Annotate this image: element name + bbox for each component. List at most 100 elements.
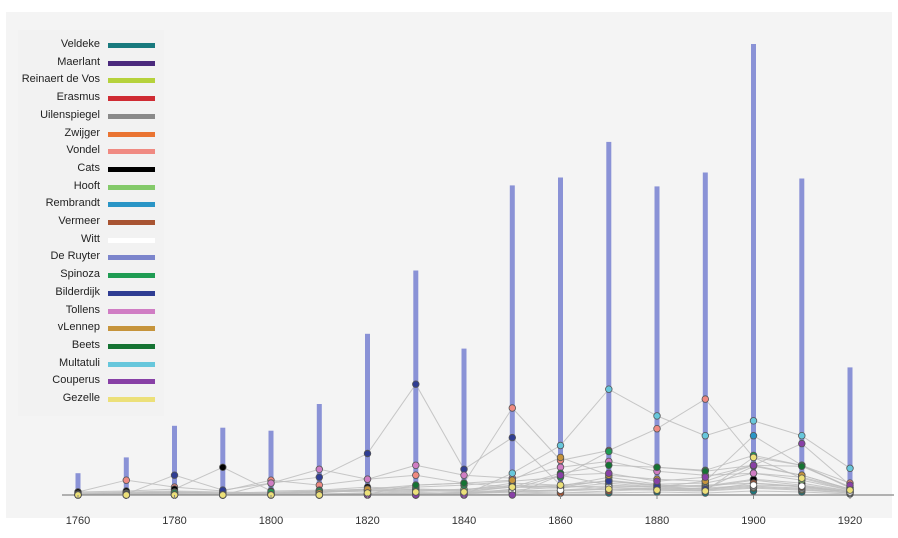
legend-label: Witt [81,232,100,245]
point-multatuli-1880 [653,412,661,420]
legend-item: Tollens [18,303,164,320]
legend-label: Spinoza [60,268,100,281]
legend-label: Bilderdijk [55,285,100,298]
legend-item: Hooft [18,179,164,196]
point-gezelle-1900 [749,453,758,462]
bar-1900 [751,44,756,495]
point-couperus-1900 [749,461,758,469]
legend-item: Witt [18,232,164,249]
point-beets-1830 [412,481,420,489]
legend-swatch [108,202,155,208]
legend-label: Tollens [65,303,100,316]
legend-label: vLennep [57,321,100,334]
point-bilderdijk-1820 [363,449,372,458]
point-multatuli-1850 [508,469,516,477]
point-vondel-1850 [508,404,516,412]
point-cats-1790 [219,463,227,471]
point-couperus-1850 [508,491,516,499]
point-tollens-1820 [363,475,372,483]
bar-1840 [461,348,467,495]
legend-item: Uilenspiegel [18,108,164,125]
series-points [74,380,854,499]
point-bilderdijk-1810 [315,473,323,481]
point-bilderdijk-1780 [170,471,179,479]
point-gezelle-1850 [508,483,516,491]
legend-item: Vermeer [18,214,164,231]
x-axis-ticks: 1760 1780 1800 1820 1840 1860 1880 1900 1920 [66,495,862,527]
legend-label: Hooft [73,179,100,192]
point-couperus-1860 [556,471,565,479]
legend-item: Zwijger [18,126,164,143]
point-beets-1910 [798,462,806,470]
bar-1760 [75,473,81,495]
bar-1790 [220,427,226,495]
legend-label: Beets [71,338,100,351]
legend-item: De Ruyter [18,249,164,266]
point-gezelle-1810 [315,491,323,499]
bar-1820 [365,333,370,495]
legend-label: Reinaert de Vos [21,73,100,86]
legend-label: Veldeke [60,38,100,50]
legend-label: Erasmus [56,91,100,104]
point-gezelle-1840 [460,488,468,496]
point-multatuli-1860 [556,441,565,450]
legend-item: Bilderdijk [18,285,164,302]
point-tollens-1840 [460,471,468,479]
point-gezelle-1860 [556,481,565,489]
point-couperus-1910 [798,439,806,448]
point-tollens-1800 [267,479,275,487]
legend-swatch [108,43,155,48]
legend-item: Vondel [18,143,164,160]
point-multatuli-1910 [798,432,806,440]
legend-item: Spinoza [18,267,164,284]
legend-label: Gezelle [62,392,100,404]
point-gezelle-1870 [605,485,613,493]
bar-1920 [847,367,853,495]
point-gezelle-1830 [412,488,420,496]
point-couperus-1880 [653,477,661,485]
legend-swatch [108,255,155,261]
x-tick-label: 1820 [355,515,379,527]
point-vlennep-1860 [556,453,565,462]
x-tick-label: 1840 [452,515,476,527]
x-tick-label: 1920 [838,515,862,527]
legend-label: Vermeer [58,215,100,227]
legend-swatch [108,149,155,155]
legend-label: Zwijger [64,126,100,139]
point-gezelle-1920 [846,486,854,494]
legend-item: Gezelle [18,391,164,408]
legend-swatch [108,96,155,102]
point-gezelle-1770 [122,491,130,499]
x-tick-label: 1880 [645,515,669,527]
x-tick-label: 1860 [548,515,572,527]
point-beets-1840 [460,479,468,487]
point-witt-1900 [749,481,758,489]
bar-1800 [268,430,274,495]
legend-label: Uilenspiegel [40,108,100,121]
legend: Veldeke Maerlant Reinaert de Vos Erasmus Uil… [18,30,164,416]
point-couperus-1870 [605,469,613,477]
legend-item: Multatuli [18,356,164,373]
legend-swatch [108,60,155,66]
point-spinoza-1870 [605,447,613,456]
legend-swatch [108,361,155,367]
legend-swatch [108,308,155,314]
point-beets-1880 [653,463,661,471]
point-multatuli-1900 [749,417,758,425]
x-tick-label: 1780 [162,515,186,527]
legend-item: Couperus [18,373,164,390]
bar-1860 [558,177,563,495]
legend-swatch [108,166,155,172]
legend-label: Couperus [52,374,100,387]
legend-swatch [108,290,155,296]
bar-1910 [799,178,805,495]
legend-item: vLennep [18,320,164,337]
legend-swatch [108,113,155,119]
legend-label: Maerlant [57,55,100,68]
point-vlennep-1850 [508,476,516,484]
legend-swatch [108,326,155,332]
legend-swatch [108,273,155,279]
legend-label: Cats [77,161,100,174]
x-tick-label: 1900 [741,515,765,527]
legend-swatch [108,237,155,243]
